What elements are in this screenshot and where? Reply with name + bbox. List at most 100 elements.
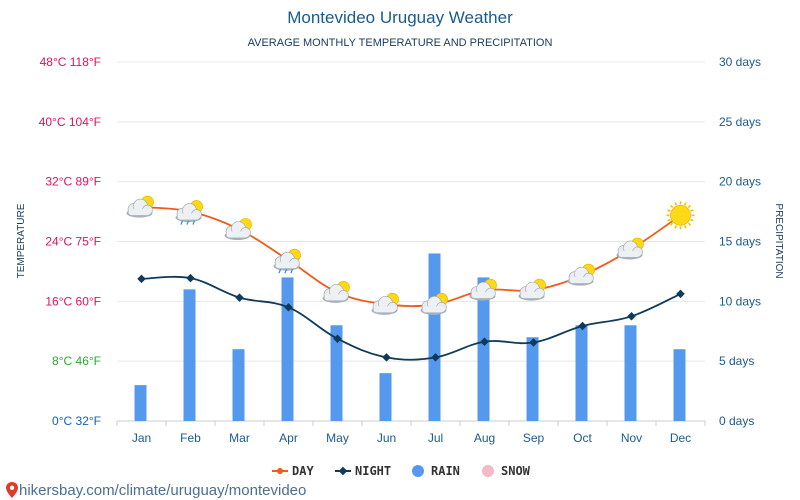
rain-drop <box>290 268 294 274</box>
sun-ray <box>674 225 678 229</box>
y-left-tick-label: 0°C 32°F <box>52 414 101 428</box>
night-temperature-point <box>284 303 293 312</box>
night-temperature-point <box>431 353 440 362</box>
x-tick-label: Apr <box>279 431 298 445</box>
rain-bar <box>281 277 294 421</box>
legend-item-rain[interactable]: RAIN <box>412 464 460 478</box>
partly-cloudy-icon <box>126 195 154 218</box>
rain-bar <box>575 325 588 421</box>
y-right-axis-title: PRECIPITATION <box>773 203 784 278</box>
x-tick-label: May <box>326 431 349 445</box>
night-temperature-point <box>382 353 391 362</box>
cloud-base <box>422 306 445 313</box>
rain-bar <box>624 325 637 421</box>
cloud-base <box>618 250 641 257</box>
x-tick-label: Nov <box>621 431 642 445</box>
cloud-base <box>177 213 200 220</box>
partly-cloudy-icon <box>518 278 546 301</box>
night-temperature-point <box>627 312 636 321</box>
y-left-tick-label: 16°C 60°F <box>45 294 101 308</box>
partly-cloudy-icon <box>371 292 399 315</box>
sun-ray <box>667 209 671 212</box>
rain-bar <box>183 289 196 421</box>
y-left-tick-label: 24°C 75°F <box>45 235 101 249</box>
legend-swatch <box>482 465 494 477</box>
x-tick-label: Oct <box>573 431 592 445</box>
sun-ray <box>670 222 674 226</box>
partly-cloudy-icon <box>469 278 497 301</box>
cloud-base <box>324 294 347 301</box>
night-temperature-point <box>578 321 587 331</box>
night-temperature-point <box>676 289 685 299</box>
sun-ray <box>687 222 691 226</box>
night-temperature-point <box>137 274 146 284</box>
y-right-tick-label: 30 days <box>719 55 761 69</box>
cloud-base <box>275 262 298 269</box>
rain-bar <box>134 385 147 421</box>
legend-label: SNOW <box>501 464 531 478</box>
x-tick-label: Aug <box>474 431 495 445</box>
cloud-base <box>471 292 494 299</box>
partly-cloudy-icon <box>567 263 595 286</box>
y-right-tick-label: 5 days <box>719 354 754 368</box>
rain-drop <box>180 220 184 225</box>
rain-bar <box>526 337 539 421</box>
y-right-tick-label: 20 days <box>719 175 761 189</box>
rain-bar <box>673 349 686 421</box>
sun-ray <box>683 202 687 206</box>
chart-subtitle: AVERAGE MONTHLY TEMPERATURE AND PRECIPIT… <box>248 37 553 49</box>
legend-item-day[interactable]: DAY <box>272 464 314 478</box>
x-tick-label: Jul <box>428 431 443 445</box>
cloud-base <box>520 292 543 299</box>
sun-ray <box>670 204 674 209</box>
night-temperature-line <box>141 275 681 361</box>
partly-cloudy-icon <box>224 218 252 241</box>
rain-drop <box>192 220 196 225</box>
legend-item-night[interactable]: NIGHT <box>335 464 391 478</box>
sun-icon <box>666 201 695 230</box>
night-temperature-point <box>186 273 195 283</box>
sun-ray <box>690 218 694 222</box>
partly-cloudy-rain-icon <box>175 200 203 225</box>
location-pin-icon <box>6 482 18 498</box>
legend-label: DAY <box>292 464 314 478</box>
rain-bar <box>330 325 343 421</box>
rain-drop <box>186 220 190 225</box>
source-link[interactable]: hikersbay.com/climate/uruguay/montevideo <box>19 482 306 499</box>
x-tick-label: Sep <box>523 431 545 445</box>
weather-icons <box>126 195 695 315</box>
legend-swatch <box>412 465 424 477</box>
y-left-axis-title: TEMPERATURE <box>16 203 27 278</box>
sun-ray <box>687 204 691 209</box>
axis-ticks: 0°C 32°F 0 days 8°C 46°F 5 days 16°C 60°F 10 … <box>39 55 761 445</box>
rain-drop <box>278 268 282 274</box>
night-temperature-point <box>480 337 489 346</box>
night-temperature-point <box>529 338 538 347</box>
y-right-tick-label: 25 days <box>719 115 761 129</box>
x-tick-label: Jan <box>132 431 151 445</box>
source-footer[interactable]: hikersbay.com/climate/uruguay/montevideo <box>6 482 306 499</box>
cloud-base <box>569 277 592 284</box>
y-left-tick-label: 48°C 118°F <box>40 55 101 69</box>
cloud-base <box>373 306 396 313</box>
grid-lines <box>116 61 706 426</box>
y-left-tick-label: 40°C 104°F <box>39 115 101 129</box>
partly-cloudy-icon <box>322 280 350 303</box>
sun-ray <box>683 225 687 229</box>
legend-label: RAIN <box>431 464 460 478</box>
x-tick-label: Feb <box>180 431 201 445</box>
x-tick-label: Dec <box>670 431 691 445</box>
night-temperature-point <box>333 334 342 343</box>
y-left-tick-label: 32°C 89°F <box>45 175 101 189</box>
legend-marker <box>277 468 283 474</box>
sun-disc <box>670 204 691 226</box>
legend-label: NIGHT <box>355 464 391 478</box>
x-tick-label: Jun <box>377 431 396 445</box>
night-temperature-point <box>235 293 244 302</box>
legend[interactable]: DAY NIGHT RAIN SNOW <box>272 464 531 478</box>
legend-item-snow[interactable]: SNOW <box>482 464 531 478</box>
rain-bar <box>428 253 441 421</box>
legend-marker <box>338 466 348 476</box>
x-tick-label: Mar <box>229 431 250 445</box>
